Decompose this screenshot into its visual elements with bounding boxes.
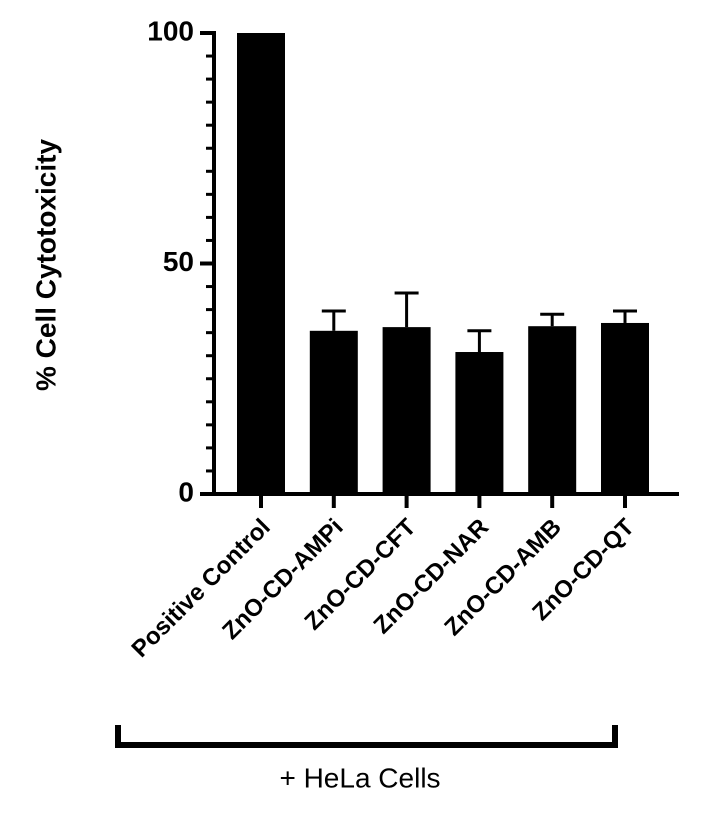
y-tick-label: 50 xyxy=(163,246,194,277)
y-tick-label: 100 xyxy=(147,15,194,46)
x-tick-label: Positive Control xyxy=(127,514,276,663)
y-tick-label: 0 xyxy=(178,476,194,507)
group-bracket xyxy=(115,725,618,748)
bar xyxy=(309,330,358,494)
bar xyxy=(237,33,285,494)
bar xyxy=(528,326,577,494)
y-axis-label: % Cell Cytotoxicity xyxy=(30,139,61,391)
bar xyxy=(601,322,649,494)
bar xyxy=(382,327,431,494)
bar xyxy=(455,352,504,494)
group-label: + HeLa Cells xyxy=(279,762,440,793)
